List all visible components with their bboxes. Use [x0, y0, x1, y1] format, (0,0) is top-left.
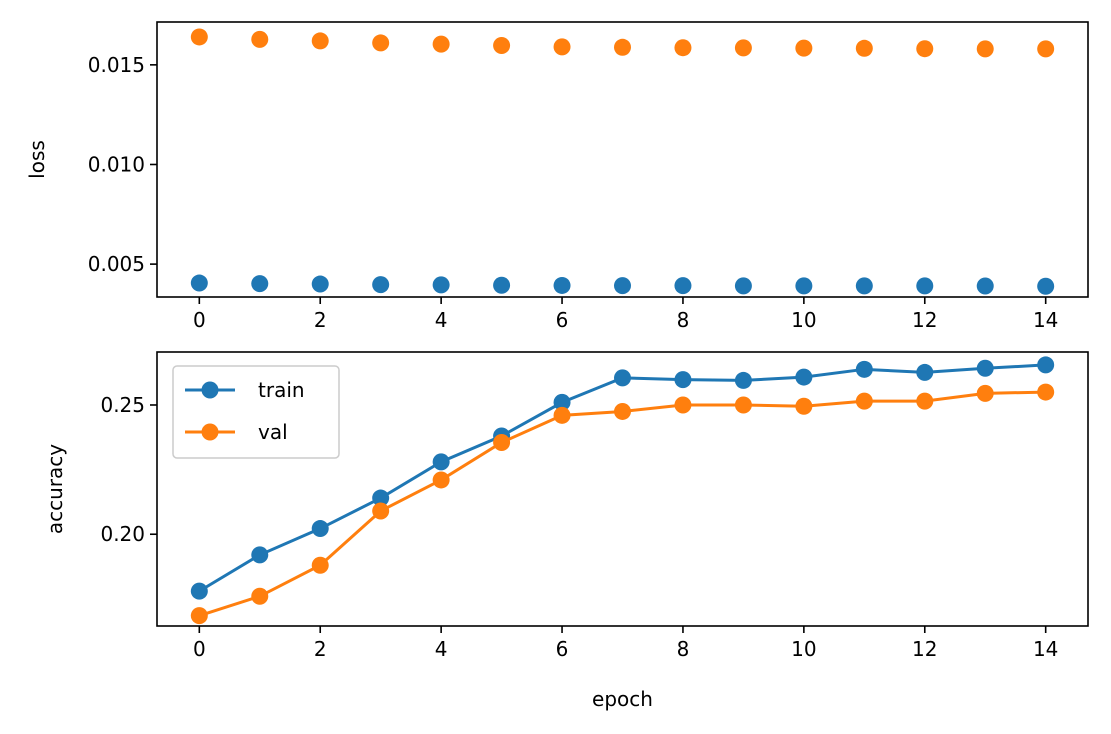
- data-point: [795, 277, 813, 295]
- x-tick-label: 14: [1033, 637, 1058, 661]
- y-tick-label: 0.20: [100, 522, 145, 546]
- data-point: [311, 520, 329, 538]
- data-point: [190, 607, 208, 625]
- data-point: [553, 393, 571, 411]
- data-point: [1037, 383, 1055, 401]
- data-point: [976, 384, 994, 402]
- data-point: [372, 489, 390, 507]
- data-point: [190, 582, 208, 600]
- data-point: [976, 40, 994, 58]
- y-tick-label: 0.25: [100, 393, 145, 417]
- data-point: [493, 433, 511, 451]
- data-point: [553, 406, 571, 424]
- loss-chart: 0 2 4 6 8 10 12 14 0.005 0.010 0.015 loss: [25, 21, 1089, 332]
- data-point: [614, 277, 631, 295]
- data-point: [311, 275, 329, 293]
- y-tick-label: 0.005: [88, 252, 145, 276]
- data-point: [855, 360, 873, 378]
- data-point: [493, 37, 511, 55]
- x-tick-label: 4: [435, 637, 448, 661]
- legend-box: [172, 365, 340, 459]
- data-point: [1037, 277, 1055, 295]
- data-point: [190, 28, 208, 46]
- x-tick-label: 8: [677, 637, 690, 661]
- legend-marker: [201, 381, 219, 399]
- legend-marker: [201, 423, 219, 441]
- data-point: [795, 397, 813, 415]
- data-point: [795, 368, 813, 386]
- plot-frame: [156, 21, 1089, 298]
- data-point: [734, 277, 752, 295]
- series-val: [190, 383, 1055, 625]
- data-point: [614, 38, 631, 56]
- data-point: [976, 359, 994, 377]
- data-point: [251, 587, 269, 605]
- data-point: [372, 34, 390, 52]
- data-point: [976, 277, 994, 295]
- x-tick-label: 14: [1033, 308, 1058, 332]
- series-0: [190, 274, 1055, 295]
- data-point: [795, 39, 813, 57]
- data-point: [251, 546, 269, 564]
- data-point: [855, 277, 873, 295]
- data-point: [493, 276, 511, 294]
- y-axis-label: loss: [25, 140, 49, 179]
- data-point: [734, 396, 752, 414]
- data-point: [855, 392, 873, 410]
- y-tick-label: 0.015: [88, 53, 145, 77]
- x-tick-label: 4: [435, 308, 448, 332]
- x-tick-label: 10: [791, 308, 816, 332]
- data-point: [674, 39, 692, 57]
- data-point: [855, 39, 873, 57]
- data-point: [614, 402, 631, 420]
- data-point: [432, 276, 450, 294]
- data-point: [190, 274, 208, 292]
- legend-label: train: [258, 378, 305, 402]
- data-point: [372, 276, 390, 294]
- x-axis-label: epoch: [592, 687, 653, 711]
- data-point: [674, 277, 692, 295]
- data-point: [251, 30, 269, 48]
- data-point: [432, 35, 450, 53]
- data-point: [432, 453, 450, 471]
- data-point: [432, 471, 450, 489]
- legend: train val: [172, 365, 340, 459]
- x-tick-label: 6: [556, 637, 569, 661]
- x-tick-label: 0: [193, 308, 206, 332]
- x-tick-label: 12: [912, 308, 937, 332]
- data-point: [674, 396, 692, 414]
- y-axis-label: accuracy: [43, 444, 67, 534]
- data-point: [311, 556, 329, 574]
- data-point: [734, 39, 752, 57]
- x-tick-label: 6: [556, 308, 569, 332]
- data-point: [1037, 356, 1055, 374]
- data-point: [553, 276, 571, 294]
- x-tick-label: 8: [677, 308, 690, 332]
- plot-frame: [156, 351, 1089, 627]
- x-tick-label: 10: [791, 637, 816, 661]
- y-tick-label: 0.010: [88, 152, 145, 176]
- accuracy-chart: 0 2 4 6 8 10 12 14 0.20 0.25 accuracy epoch train val: [43, 351, 1089, 711]
- x-tick-label: 2: [314, 308, 327, 332]
- data-point: [674, 371, 692, 389]
- data-point: [916, 277, 934, 295]
- data-point: [916, 392, 934, 410]
- data-point: [614, 369, 631, 387]
- data-point: [916, 363, 934, 381]
- series-train: [190, 356, 1055, 600]
- legend-label: val: [258, 420, 288, 444]
- data-point: [734, 371, 752, 389]
- x-tick-label: 12: [912, 637, 937, 661]
- series-1: [190, 28, 1055, 58]
- data-point: [553, 38, 571, 56]
- x-tick-label: 0: [193, 637, 206, 661]
- data-point: [372, 502, 390, 520]
- data-point: [311, 32, 329, 50]
- data-point: [251, 275, 269, 293]
- data-point: [916, 40, 934, 58]
- x-tick-label: 2: [314, 637, 327, 661]
- data-point: [1037, 40, 1055, 58]
